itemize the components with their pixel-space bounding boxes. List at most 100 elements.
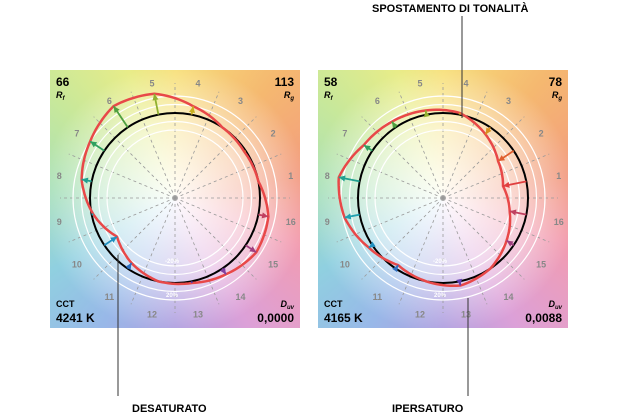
arrow-head	[509, 209, 517, 216]
arrow-head	[344, 213, 352, 220]
hue-bin-label: 10	[340, 260, 350, 270]
bin-divider	[442, 197, 550, 243]
bin-divider	[174, 91, 220, 199]
bin-divider	[398, 197, 444, 305]
arrow-head	[456, 278, 463, 286]
bin-divider	[68, 197, 176, 243]
bin-divider	[130, 197, 176, 305]
cct-label: CCT	[324, 299, 343, 309]
hue-bin-label: 11	[373, 292, 383, 302]
cct-value: 4241 K	[56, 311, 95, 325]
arrow-head	[485, 127, 492, 135]
rg-label-main: R	[284, 90, 291, 100]
hue-bin-label: 1	[556, 171, 561, 181]
bin-divider	[442, 116, 525, 199]
ring	[97, 120, 253, 276]
bin-divider	[442, 197, 525, 280]
hue-bin-label: 12	[415, 310, 425, 320]
bin-divider	[398, 91, 444, 199]
hue-bin-label: 10	[72, 260, 82, 270]
bin-divider	[174, 197, 257, 280]
hue-bin-label: 12	[147, 310, 157, 320]
reference-circle	[357, 112, 529, 284]
hue-bin-label: 4	[196, 78, 201, 88]
rg-label: Rg	[552, 90, 563, 102]
arrow-head	[503, 181, 510, 188]
arrow-head	[125, 263, 132, 270]
arrow-head	[110, 236, 118, 243]
ring	[365, 120, 521, 276]
hue-bin-label: 13	[461, 310, 471, 320]
arrow-head	[368, 241, 376, 248]
duv-label-sub: uv	[287, 305, 295, 311]
bin-divider	[336, 197, 444, 243]
arrow-head	[189, 106, 195, 114]
hue-bin-label: 7	[74, 128, 79, 138]
bin-divider	[442, 153, 550, 199]
hue-bin-label: 16	[554, 217, 564, 227]
hue-bin-label: 14	[236, 292, 246, 302]
duv-label-sub: uv	[555, 305, 563, 311]
hue-bin-label: 13	[193, 310, 203, 320]
rf-label: Rf	[56, 90, 66, 102]
ring	[106, 129, 244, 267]
bin-divider	[130, 91, 176, 199]
hue-bin-label: 5	[417, 78, 422, 88]
rf-label: Rf	[324, 90, 334, 102]
rf-value: 58	[324, 75, 338, 89]
bin-divider	[93, 197, 176, 280]
arrow-head	[392, 265, 399, 273]
hue-bin-label: 6	[107, 96, 112, 106]
arrow-head	[363, 145, 371, 152]
hue-bin-label: 5	[149, 78, 154, 88]
arrow-head	[113, 106, 120, 114]
duv-value: 0,0000	[257, 311, 294, 325]
arrow-head	[219, 267, 227, 275]
bin-divider	[174, 197, 282, 243]
cct-value: 4165 K	[324, 311, 363, 325]
rg-label-sub: g	[557, 96, 562, 102]
duv-label-main: D	[280, 299, 287, 309]
ring-label: 20%	[434, 293, 447, 299]
arrow-head	[498, 155, 506, 162]
hue-bin-label: 14	[504, 292, 514, 302]
hue-vector	[243, 150, 247, 153]
annotation: SPOSTAMENTO DI TONALITÀ	[372, 2, 529, 15]
rf-label-main: R	[324, 90, 331, 100]
arrow-head	[152, 93, 159, 101]
hue-bin-label: 15	[536, 260, 546, 270]
cct-label: CCT	[56, 299, 75, 309]
rf-label-sub: f	[331, 96, 334, 102]
rg-value: 78	[549, 75, 563, 89]
ring	[348, 103, 538, 293]
arrow-head	[90, 141, 98, 148]
hue-bin-label: 9	[57, 217, 62, 227]
bin-divider	[68, 153, 176, 199]
ring-label: 20%	[166, 293, 179, 299]
ring	[374, 129, 512, 267]
ring	[72, 95, 278, 301]
arrow-head	[261, 212, 269, 219]
hue-bin-label: 3	[238, 96, 243, 106]
test-curve	[80, 92, 270, 286]
hue-bin-label: 6	[375, 96, 380, 106]
bin-divider	[361, 116, 444, 199]
hue-bin-label: 8	[325, 171, 330, 181]
ring-label: -20%	[433, 259, 448, 265]
arrow-head	[423, 110, 430, 118]
hue-bin-label: 4	[464, 78, 469, 88]
hue-bin-label: 9	[325, 217, 330, 227]
duv-value: 0,0088	[525, 311, 562, 325]
bin-divider	[174, 116, 257, 199]
rf-label-main: R	[56, 90, 63, 100]
ring-label: -20%	[165, 259, 180, 265]
annotation: DESATURATO	[132, 403, 207, 415]
duv-label: Duv	[548, 299, 562, 311]
annotation: IPERSATURO	[392, 403, 464, 415]
rg-value: 113	[275, 75, 295, 89]
hue-bin-label: 7	[342, 128, 347, 138]
hue-bin-label: 16	[286, 217, 296, 227]
